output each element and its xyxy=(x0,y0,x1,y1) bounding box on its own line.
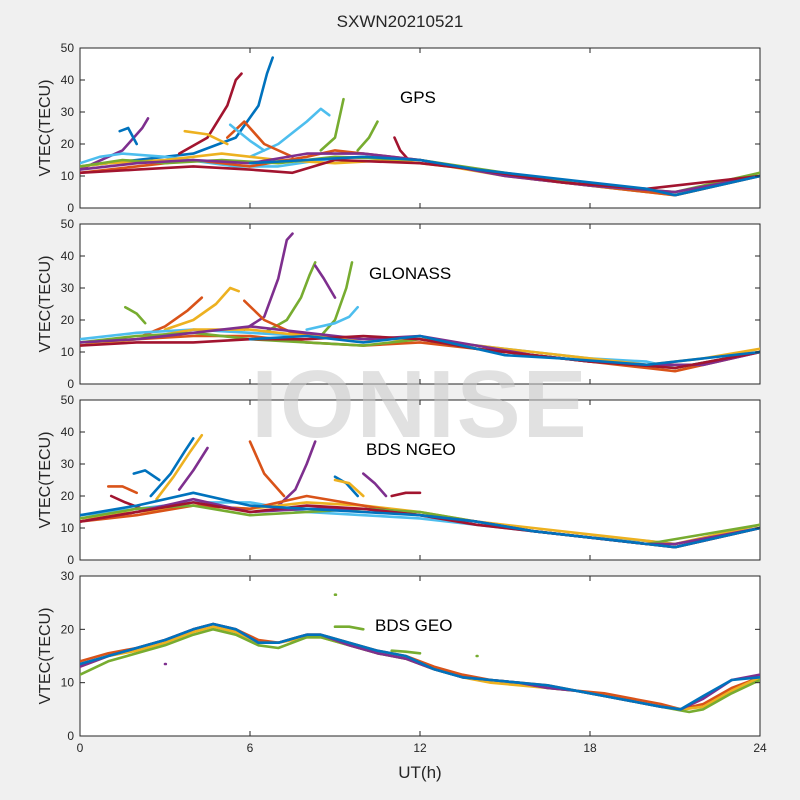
series-line-19 xyxy=(80,491,760,549)
y-axis-label: VTEC(TECU) xyxy=(37,256,54,353)
y-tick-label: 0 xyxy=(67,201,74,215)
series-line-3 xyxy=(319,261,354,338)
series-line-6 xyxy=(333,625,365,631)
plot-area xyxy=(79,223,761,385)
x-tick-label: 18 xyxy=(583,741,597,755)
y-tick-label: 10 xyxy=(61,345,75,359)
y-tick-label: 30 xyxy=(61,569,75,583)
x-tick-label: 24 xyxy=(753,741,767,755)
plot-area xyxy=(79,575,761,737)
annotation-label: GLONASS xyxy=(369,264,451,283)
y-tick-label: 50 xyxy=(61,217,75,231)
series-line-5 xyxy=(356,120,379,152)
series-line-3 xyxy=(177,446,209,491)
plot-area xyxy=(79,399,761,561)
y-axis-label: VTEC(TECU) xyxy=(37,608,54,705)
series-line-2 xyxy=(177,72,243,155)
subplot-4: 0 10 20 30 0 6 12 18 24 VTEC(TECU) BDS GEO xyxy=(37,569,767,755)
series-line-2 xyxy=(155,433,204,501)
series-line-6 xyxy=(80,117,150,171)
series-line-7 xyxy=(107,485,138,495)
series-line-4 xyxy=(276,440,317,507)
series-line-11 xyxy=(228,123,266,152)
y-tick-label: 20 xyxy=(61,313,75,327)
y-tick-label: 20 xyxy=(61,489,75,503)
series-line-8 xyxy=(393,136,411,162)
y-tick-label: 20 xyxy=(61,622,75,636)
y-tick-label: 40 xyxy=(61,425,75,439)
y-axis-label: VTEC(TECU) xyxy=(37,80,54,177)
series-line-12 xyxy=(390,491,422,498)
annotation-label: GPS xyxy=(400,88,436,107)
series-line-2 xyxy=(262,261,317,335)
series-line-1 xyxy=(243,232,294,331)
y-tick-label: 0 xyxy=(67,729,74,743)
x-axis-label: UT(h) xyxy=(398,763,442,782)
annotation-label: BDS NGEO xyxy=(366,440,456,459)
x-tick-label: 6 xyxy=(247,741,254,755)
series-line-16 xyxy=(248,334,760,367)
series-line-11 xyxy=(361,472,388,498)
series-line-10 xyxy=(183,129,229,146)
chart-title: SXWN20210521 xyxy=(336,12,464,31)
series-line-5 xyxy=(80,622,760,711)
subplot-2: 0 10 20 30 40 50 VTEC(TECU) GLONASS xyxy=(37,217,761,391)
subplot-1: 0 10 20 30 40 50 VTEC(TECU) GPS xyxy=(37,41,761,215)
series-group xyxy=(80,232,760,373)
y-tick-label: 40 xyxy=(61,249,75,263)
y-tick-label: 30 xyxy=(61,281,75,295)
y-tick-label: 50 xyxy=(61,41,75,55)
y-tick-label: 10 xyxy=(61,676,75,690)
series-line-6 xyxy=(124,305,147,325)
plot-area xyxy=(79,47,761,209)
series-line-9 xyxy=(305,305,360,331)
y-axis-label: VTEC(TECU) xyxy=(37,432,54,529)
series-line-6 xyxy=(132,469,161,482)
series-line-4 xyxy=(319,97,345,152)
series-line-12 xyxy=(80,334,760,373)
y-tick-label: 20 xyxy=(61,137,75,151)
series-line-7 xyxy=(390,649,422,655)
series-group xyxy=(80,433,760,549)
y-tick-label: 0 xyxy=(67,377,74,391)
series-group xyxy=(80,593,760,714)
subplot-3: 0 10 20 30 40 50 VTEC(TECU) BDS NGEO xyxy=(37,393,761,567)
series-line-18 xyxy=(248,155,760,197)
x-tick-label: 12 xyxy=(413,741,427,755)
y-tick-label: 50 xyxy=(61,393,75,407)
series-group xyxy=(80,56,760,197)
y-tick-label: 10 xyxy=(61,169,75,183)
series-line-8 xyxy=(243,299,323,338)
series-line-17 xyxy=(80,158,760,191)
series-line-10 xyxy=(333,478,365,498)
series-line-7 xyxy=(313,264,337,299)
y-tick-label: 10 xyxy=(61,521,75,535)
y-tick-label: 30 xyxy=(61,457,75,471)
series-line-3 xyxy=(248,107,331,159)
series-line-7 xyxy=(118,126,138,146)
x-tick-label: 0 xyxy=(77,741,84,755)
y-tick-label: 0 xyxy=(67,553,74,567)
series-line-4 xyxy=(163,286,240,331)
y-tick-label: 30 xyxy=(61,105,75,119)
annotation-label: BDS GEO xyxy=(375,616,452,635)
y-tick-label: 40 xyxy=(61,73,75,87)
series-line-1 xyxy=(149,437,195,498)
series-line-5 xyxy=(248,440,286,498)
